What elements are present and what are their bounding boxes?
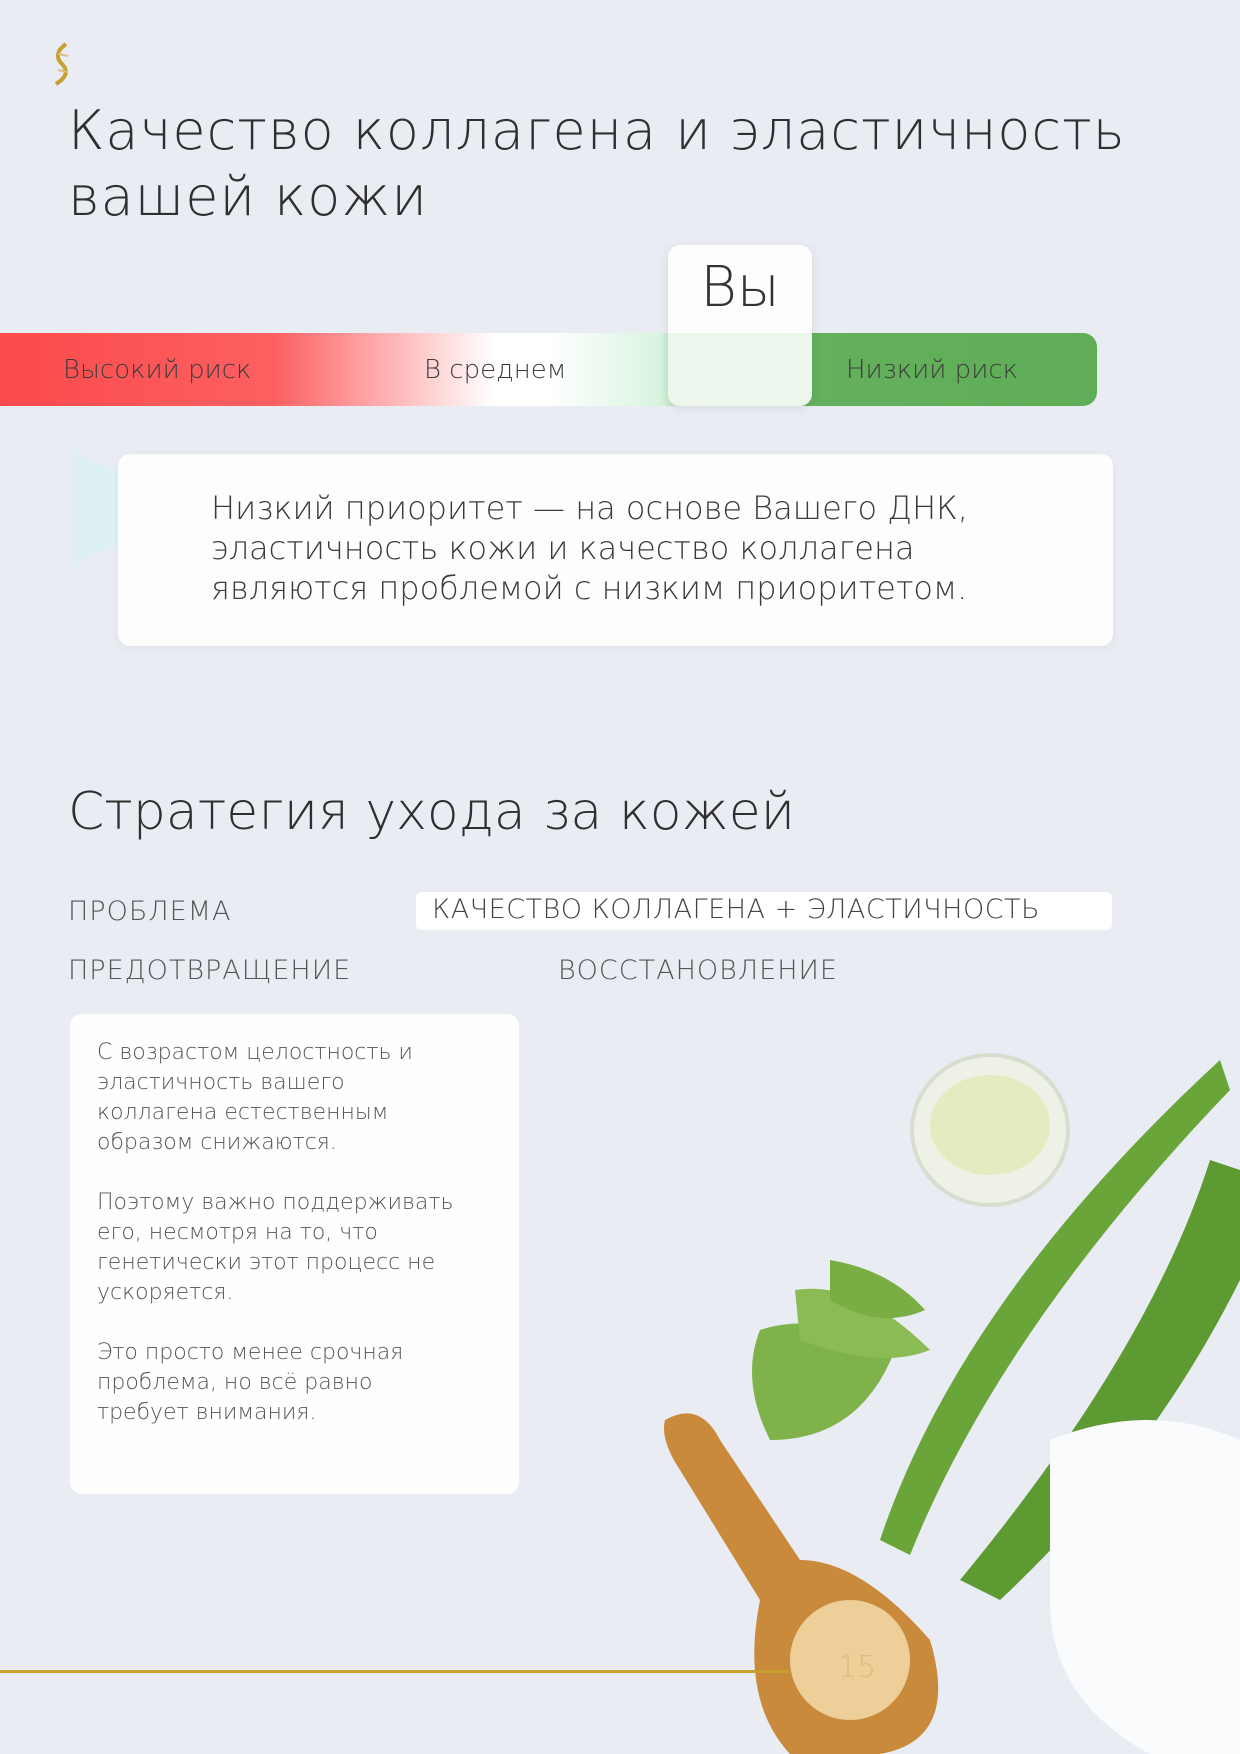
- page-number: 15: [838, 1650, 877, 1685]
- you-marker: Вы: [668, 245, 812, 406]
- prevention-paragraph: С возрастом целостность и эластичность в…: [97, 1040, 413, 1155]
- priority-note-text: Низкий приоритет — на основе Вашего ДНК,…: [211, 489, 968, 607]
- dna-logo-icon: [54, 42, 69, 86]
- prevention-paragraph: Поэтому важно поддерживать его, несмотря…: [97, 1190, 454, 1305]
- recovery-label: ВОССТАНОВЛЕНИЕ: [558, 955, 838, 986]
- footer-rule: [0, 1670, 790, 1673]
- prevention-paragraph: Это просто менее срочная проблема, но вс…: [97, 1340, 404, 1425]
- you-label: Вы: [700, 255, 780, 320]
- low-risk-label: Низкий риск: [846, 355, 1019, 385]
- priority-note-card: Низкий приоритет — на основе Вашего ДНК,…: [118, 454, 1113, 646]
- problem-label: ПРОБЛЕМА: [68, 896, 232, 927]
- average-label: В среднем: [424, 355, 567, 385]
- risk-scale-bar: Высокий риск В среднем Низкий риск: [0, 333, 1097, 406]
- prevention-card: С возрастом целостность и эластичность в…: [70, 1014, 519, 1494]
- strategy-title: Стратегия ухода за кожей: [68, 782, 795, 842]
- page-title: Качество коллагена и эластичность вашей …: [68, 99, 1126, 228]
- problem-value: КАЧЕСТВО КОЛЛАГЕНА + ЭЛАСТИЧНОСТЬ: [416, 892, 1112, 930]
- prevention-label: ПРЕДОТВРАЩЕНИЕ: [68, 955, 352, 986]
- high-risk-label: Высокий риск: [63, 355, 252, 385]
